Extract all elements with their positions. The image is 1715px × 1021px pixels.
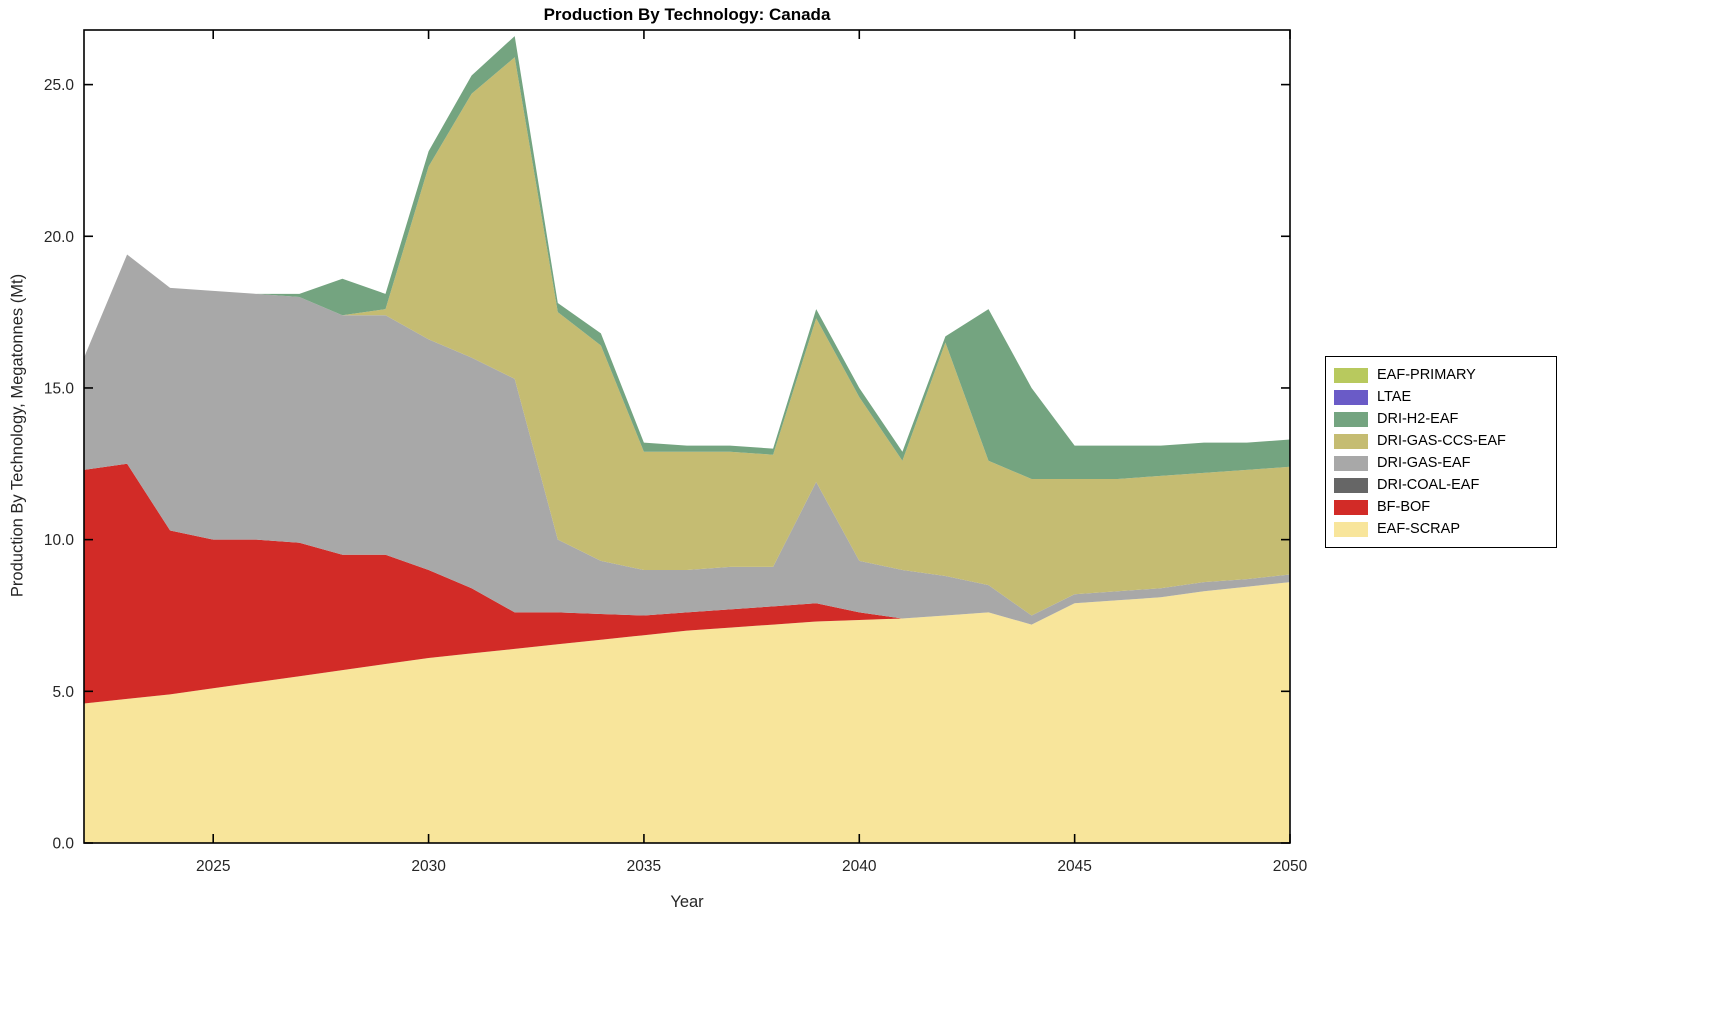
legend-label: DRI-GAS-EAF xyxy=(1377,455,1471,471)
area-dri-gas-eaf xyxy=(84,254,1290,625)
chart-title: Production By Technology: Canada xyxy=(543,5,831,24)
legend-entry-dri-coal-eaf: DRI-COAL-EAF xyxy=(1334,474,1548,496)
area-eaf-scrap xyxy=(84,582,1290,843)
legend-entry-bf-bof: BF-BOF xyxy=(1334,496,1548,518)
legend-label: DRI-COAL-EAF xyxy=(1377,477,1480,493)
legend-entry-eaf-primary: EAF-PRIMARY xyxy=(1334,364,1548,386)
area-bf-bof xyxy=(84,463,1290,704)
y-tick-label: 10.0 xyxy=(44,532,75,549)
legend-swatch-dri-h2-eaf xyxy=(1334,411,1368,427)
legend-swatch-bf-bof xyxy=(1334,499,1368,515)
axes-frame xyxy=(83,29,1291,844)
area-dri-h2-eaf xyxy=(84,36,1290,479)
y-tick-label: 5.0 xyxy=(52,684,74,701)
legend-swatch-eaf-scrap xyxy=(1334,521,1368,537)
legend-entry-ltae: LTAE xyxy=(1334,386,1548,408)
legend-label: EAF-PRIMARY xyxy=(1377,367,1476,383)
legend-label: LTAE xyxy=(1377,389,1412,405)
legend-swatch-ltae xyxy=(1334,389,1368,405)
x-axis-label: Year xyxy=(670,893,704,911)
legend-swatch-dri-gas-eaf xyxy=(1334,455,1368,471)
x-tick-label: 2035 xyxy=(627,858,661,875)
legend-entry-eaf-scrap: EAF-SCRAP xyxy=(1334,518,1548,540)
y-tick-label: 15.0 xyxy=(44,380,75,397)
x-tick-label: 2050 xyxy=(1273,858,1308,875)
legend-label: DRI-GAS-CCS-EAF xyxy=(1377,433,1506,449)
legend-entry-dri-gas-eaf: DRI-GAS-EAF xyxy=(1334,452,1548,474)
legend-label: EAF-SCRAP xyxy=(1377,521,1460,537)
legend-entry-dri-h2-eaf: DRI-H2-EAF xyxy=(1334,408,1548,430)
y-tick-label: 20.0 xyxy=(44,229,75,246)
x-tick-label: 2030 xyxy=(411,858,446,875)
x-tick-label: 2045 xyxy=(1057,858,1091,875)
area-dri-gas-ccs-eaf xyxy=(84,57,1290,616)
legend-entry-dri-gas-ccs-eaf: DRI-GAS-CCS-EAF xyxy=(1334,430,1548,452)
x-tick-label: 2040 xyxy=(842,858,877,875)
legend-label: DRI-H2-EAF xyxy=(1377,411,1459,427)
legend-swatch-dri-gas-ccs-eaf xyxy=(1334,433,1368,449)
y-axis-label: Production By Technology, Megatonnes (Mt… xyxy=(8,273,27,598)
x-tick-label: 2025 xyxy=(196,858,230,875)
legend-label: BF-BOF xyxy=(1377,499,1431,515)
y-tick-label: 0.0 xyxy=(52,836,74,853)
y-tick-label: 25.0 xyxy=(44,77,75,94)
legend: EAF-PRIMARY LTAE DRI-H2-EAF DRI-GAS-CCS-EAF… xyxy=(1325,356,1557,548)
legend-swatch-eaf-primary xyxy=(1334,367,1368,383)
legend-swatch-dri-coal-eaf xyxy=(1334,477,1368,493)
